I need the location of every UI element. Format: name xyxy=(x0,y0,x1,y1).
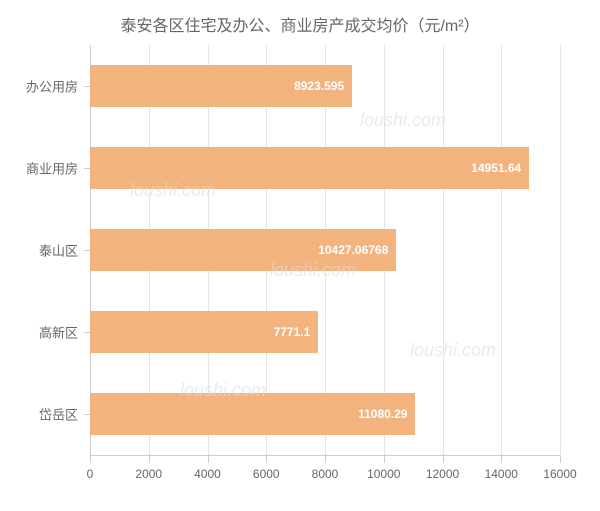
bar: 14951.64 xyxy=(90,147,529,189)
y-category-label: 商业用房 xyxy=(26,159,78,178)
x-tick-label: 10000 xyxy=(367,467,400,481)
bar-value-label: 10427.06768 xyxy=(318,243,388,257)
bar-value-label: 11080.29 xyxy=(358,407,407,421)
x-tick-label: 12000 xyxy=(426,467,459,481)
x-tick xyxy=(560,455,561,463)
x-tick xyxy=(90,455,91,463)
grid-line xyxy=(560,45,561,455)
chart-container: 泰安各区住宅及办公、商业房产成交均价（元/m²） 020004000600080… xyxy=(0,0,600,511)
x-tick xyxy=(208,455,209,463)
x-tick xyxy=(501,455,502,463)
x-tick xyxy=(443,455,444,463)
bar-value-label: 14951.64 xyxy=(471,161,521,175)
x-tick xyxy=(384,455,385,463)
x-tick xyxy=(266,455,267,463)
y-category-label: 泰山区 xyxy=(39,241,78,260)
x-tick-label: 4000 xyxy=(194,467,221,481)
bar-value-label: 8923.595 xyxy=(294,79,344,93)
x-tick-label: 16000 xyxy=(543,467,576,481)
grid-line xyxy=(443,45,444,455)
bar: 8923.595 xyxy=(90,65,352,107)
y-category-label: 高新区 xyxy=(39,323,78,342)
bar-value-label: 7771.1 xyxy=(274,325,311,339)
bar: 10427.06768 xyxy=(90,229,396,271)
x-tick xyxy=(149,455,150,463)
chart-title: 泰安各区住宅及办公、商业房产成交均价（元/m²） xyxy=(0,12,600,36)
x-tick-label: 2000 xyxy=(135,467,162,481)
bar: 11080.29 xyxy=(90,393,415,435)
bar: 7771.1 xyxy=(90,311,318,353)
grid-line xyxy=(501,45,502,455)
plot-area: 0200040006000800010000120001400016000办公用… xyxy=(90,45,560,456)
x-tick-label: 8000 xyxy=(312,467,339,481)
x-tick-label: 0 xyxy=(87,467,94,481)
x-tick-label: 6000 xyxy=(253,467,280,481)
x-tick xyxy=(325,455,326,463)
y-category-label: 岱岳区 xyxy=(39,405,78,424)
x-tick-label: 14000 xyxy=(485,467,518,481)
y-category-label: 办公用房 xyxy=(26,77,78,96)
